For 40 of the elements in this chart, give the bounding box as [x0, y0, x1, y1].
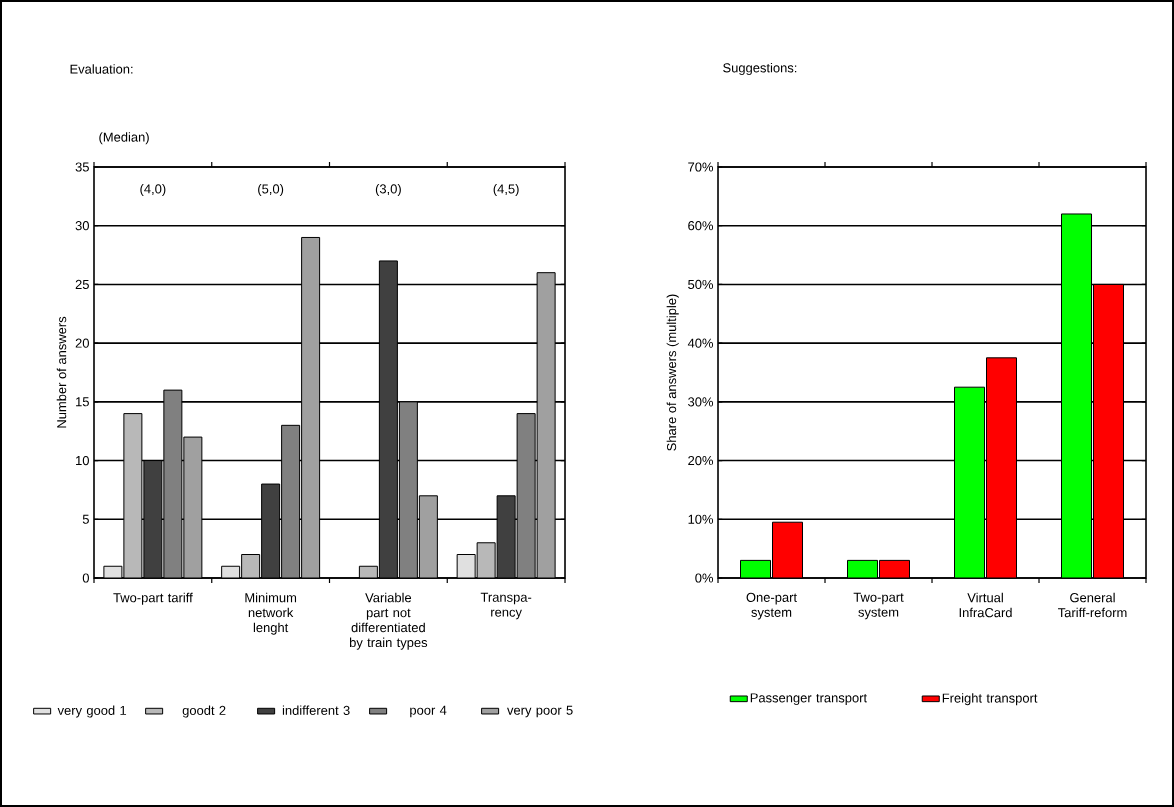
legend-label: very good 1 — [57, 705, 127, 718]
y-tick-label: 40% — [687, 338, 714, 348]
x-tick-label: Virtual InfraCard — [959, 592, 1012, 618]
y-tick-label: 0% — [695, 573, 714, 583]
annotation: (4,5) — [493, 183, 519, 197]
y-tick-label: 10 — [76, 455, 89, 466]
y-tick-label: 35 — [75, 162, 89, 172]
y-tick-label: 60% — [688, 221, 714, 231]
y-tick-label: 70% — [688, 162, 714, 172]
legend-label: very poor 5 — [507, 705, 573, 718]
x-tick-label: Minimum network lenght — [245, 592, 297, 635]
x-tick-label: Variable part not differentiated by train types — [349, 592, 428, 650]
annotation: (5,0) — [258, 183, 284, 197]
text: (Median) — [99, 132, 149, 145]
legend-label: indifferent 3 — [282, 705, 350, 715]
legend-label: Passenger transport — [750, 693, 867, 705]
y-tick-label: 20% — [688, 455, 714, 466]
chart-title: Evaluation: — [70, 64, 133, 74]
y-tick-label: 50% — [688, 279, 714, 290]
y-tick-label: 15 — [76, 397, 89, 407]
y-axis-title: Share of answers (multiple) — [666, 294, 679, 451]
y-tick-label: 20 — [75, 338, 89, 348]
x-tick-label: One-part system — [746, 592, 797, 620]
y-tick-label: 0 — [82, 573, 89, 583]
annotation: (3,0) — [375, 183, 401, 197]
x-tick-label: Two-part tariff — [113, 592, 193, 605]
legend-label: Freight transport — [942, 693, 1038, 706]
x-tick-label: Two-part system — [853, 592, 904, 620]
y-tick-label: 10% — [688, 514, 714, 524]
x-tick-label: General Tariff-reform — [1058, 592, 1127, 618]
annotation: (4,0) — [140, 183, 166, 197]
y-axis-title: Number of answers — [56, 316, 67, 428]
x-tick-label: Transpa-rency — [480, 592, 532, 620]
y-tick-label: 5 — [82, 514, 89, 524]
legend-label: poor 4 — [410, 705, 447, 718]
y-tick-label: 25 — [75, 279, 89, 290]
y-tick-label: 30% — [688, 397, 714, 407]
y-tick-label: 30 — [75, 221, 89, 231]
legend-label: goodt 2 — [182, 705, 226, 718]
chart-title: Suggestions: — [723, 62, 797, 75]
